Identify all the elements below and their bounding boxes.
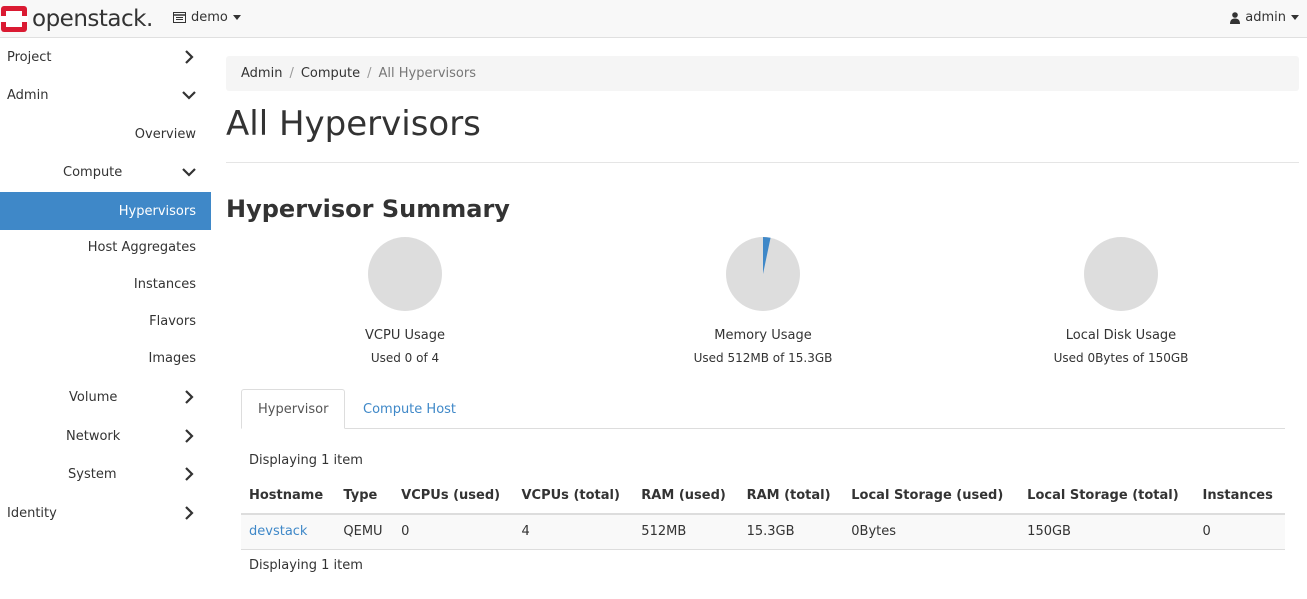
openstack-logo[interactable]: openstack. [0,4,153,34]
sidebar-item-identity[interactable]: Identity [0,494,211,532]
column-header-local-storage-used[interactable]: Local Storage (used) [843,478,1020,515]
table-cell: devstack [241,514,336,550]
divider [226,162,1299,163]
table-cell: 512MB [633,514,739,550]
hypervisors-table: Hostname Type VCPUs (used) VCPUs (total)… [241,478,1285,550]
pie-label: Local Disk Usage [1065,328,1177,343]
sidebar-item-overview[interactable]: Overview [0,115,211,153]
sidebar-item-instances[interactable]: Instances [0,265,211,303]
pie-background [368,237,442,311]
table-header-row: Hostname Type VCPUs (used) VCPUs (total)… [241,478,1285,515]
breadcrumb-current: All Hypervisors [378,66,476,81]
breadcrumb-admin[interactable]: Admin [241,66,283,81]
sidebar-item-network[interactable]: Network [0,417,211,455]
tab-bar: Hypervisor Compute Host [241,389,1285,429]
sidebar-item-label: Network [66,428,121,444]
table-cell: 0 [393,514,514,550]
chevron-right-icon [185,390,194,404]
sidebar-item-label: Instances [133,276,196,292]
breadcrumb-compute[interactable]: Compute [300,66,361,81]
item-count-bottom: Displaying 1 item [249,558,363,573]
caret-down-icon [1291,15,1299,20]
project-icon [173,12,186,23]
column-header-ram-total[interactable]: RAM (total) [738,478,844,515]
column-header-type[interactable]: Type [335,478,394,515]
sidebar-item-images[interactable]: Images [0,339,211,377]
disk-usage-pie [1084,237,1158,311]
pie-label: Memory Usage [714,328,812,343]
table-cell: 15.3GB [738,514,844,550]
pie-sublabel: Used 0 of 4 [370,351,440,365]
sidebar-item-admin[interactable]: Admin [0,76,211,114]
chevron-right-icon [185,506,194,520]
sidebar-item-system[interactable]: System [0,455,211,493]
sidebar: Project Admin Overview Compute Hyperviso… [0,38,211,599]
sidebar-item-label: Project [7,49,52,65]
sidebar-item-host-aggregates[interactable]: Host Aggregates [0,228,211,266]
sidebar-item-label: Hypervisors [118,203,196,219]
sidebar-item-compute[interactable]: Compute [0,153,211,191]
sidebar-item-label: Identity [7,505,57,521]
table-cell: 0 [1194,514,1285,550]
chevron-down-icon [182,91,196,100]
memory-usage-pie [726,237,800,311]
user-dropdown[interactable]: admin [1230,10,1299,25]
sidebar-item-label: Volume [69,389,118,405]
page-title: All Hypervisors [226,104,481,144]
sidebar-item-hypervisors[interactable]: Hypervisors [0,192,211,230]
disk-usage-chart: Local Disk Usage Used 0Bytes of 150GB [1021,236,1221,365]
breadcrumb-separator: / [367,66,372,81]
sidebar-item-label: Images [148,350,197,366]
chevron-right-icon [185,429,194,443]
vcpu-usage-chart: VCPU Usage Used 0 of 4 [305,236,505,365]
tab-compute-host[interactable]: Compute Host [363,401,457,417]
item-count-top: Displaying 1 item [249,453,363,468]
chevron-right-icon [185,467,194,481]
pie-background [1084,237,1158,311]
sidebar-item-label: Host Aggregates [87,239,196,255]
sidebar-item-label: Admin [7,87,49,103]
sidebar-item-volume[interactable]: Volume [0,378,211,416]
pie-sublabel: Used 0Bytes of 150GB [1053,351,1189,365]
breadcrumb-separator: / [289,66,294,81]
tab-hypervisor[interactable]: Hypervisor [241,389,346,429]
vcpu-usage-pie [368,237,442,311]
pie-label: VCPU Usage [365,328,445,343]
table-cell: 150GB [1019,514,1195,550]
project-dropdown[interactable]: demo [173,10,241,25]
breadcrumb: Admin / Compute / All Hypervisors [226,56,1299,91]
pie-used-slice [763,237,771,274]
openstack-logo-icon [0,6,28,32]
user-name: admin [1245,10,1286,25]
column-header-vcpus-used[interactable]: VCPUs (used) [393,478,514,515]
sidebar-item-label: System [68,466,117,482]
column-header-local-storage-total[interactable]: Local Storage (total) [1019,478,1195,515]
column-header-hostname[interactable]: Hostname [241,478,336,515]
chevron-down-icon [182,168,196,177]
pie-sublabel: Used 512MB of 15.3GB [693,351,833,365]
sidebar-item-label: Flavors [149,313,196,329]
caret-down-icon [232,15,241,20]
column-header-instances[interactable]: Instances [1194,478,1285,515]
table-cell: 0Bytes [843,514,1020,550]
table-cell: QEMU [335,514,394,550]
memory-usage-chart: Memory Usage Used 512MB of 15.3GB [663,236,863,365]
table-row: devstack QEMU 0 4 512MB 15.3GB 0Bytes 15… [241,514,1285,550]
column-header-ram-used[interactable]: RAM (used) [633,478,739,515]
summary-title: Hypervisor Summary [226,195,510,223]
sidebar-item-label: Overview [134,126,196,142]
top-navbar: openstack. demo admin [0,0,1307,38]
table-cell: 4 [513,514,634,550]
project-name: demo [191,10,228,25]
user-icon [1230,11,1241,24]
hostname-link[interactable]: devstack [249,524,308,540]
brand-text: openstack. [32,6,153,32]
column-header-vcpus-total[interactable]: VCPUs (total) [513,478,634,515]
sidebar-item-label: Compute [63,164,123,180]
sidebar-item-flavors[interactable]: Flavors [0,302,211,340]
sidebar-item-project[interactable]: Project [0,38,211,76]
chevron-right-icon [185,50,194,64]
